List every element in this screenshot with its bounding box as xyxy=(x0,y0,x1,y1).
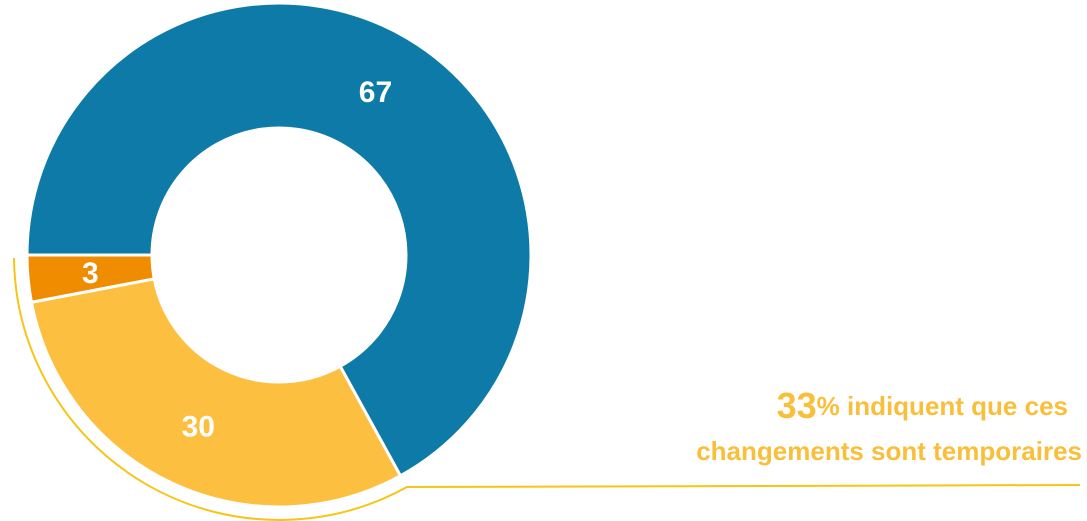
annotation-line2: changements sont temporaires xyxy=(696,436,1082,466)
annotation-text: % indiquent que ces xyxy=(817,391,1068,421)
donut-segment xyxy=(29,277,403,509)
data-label: 67 xyxy=(359,76,392,109)
highlight-outline xyxy=(13,257,1081,521)
annotation-number: 33 xyxy=(777,385,817,426)
data-label: 3 xyxy=(82,257,99,290)
donut-segment xyxy=(25,1,533,478)
annotation-line1: 33% indiquent que ces xyxy=(777,385,1068,426)
data-label: 30 xyxy=(182,410,215,443)
donut-segment xyxy=(25,253,157,304)
